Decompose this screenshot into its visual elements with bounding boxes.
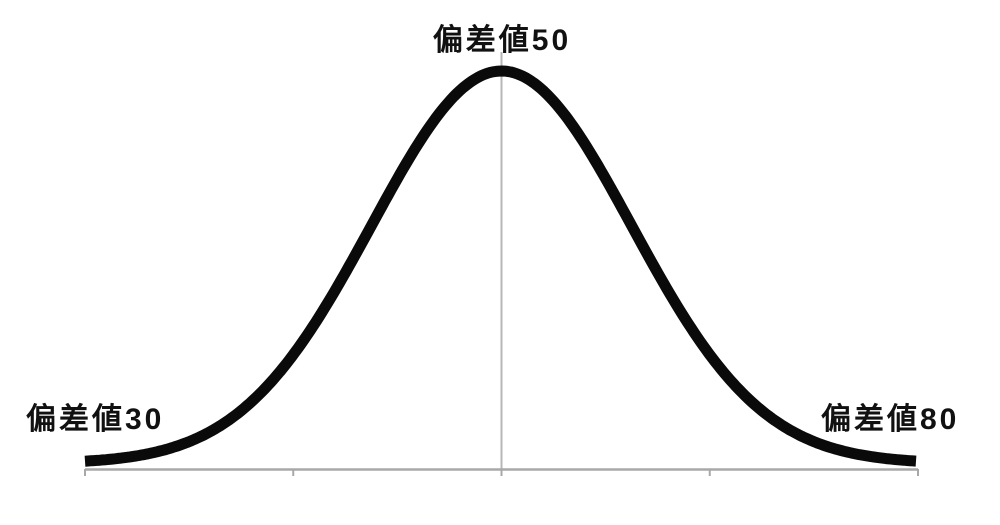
peak-label: 偏差値50 bbox=[432, 24, 572, 57]
x-axis-ticks bbox=[84, 469, 919, 476]
left-tail-label: 偏差値30 bbox=[26, 403, 165, 436]
right-tail-label: 偏差値80 bbox=[821, 403, 960, 436]
bell-curve-path bbox=[82, 65, 919, 467]
